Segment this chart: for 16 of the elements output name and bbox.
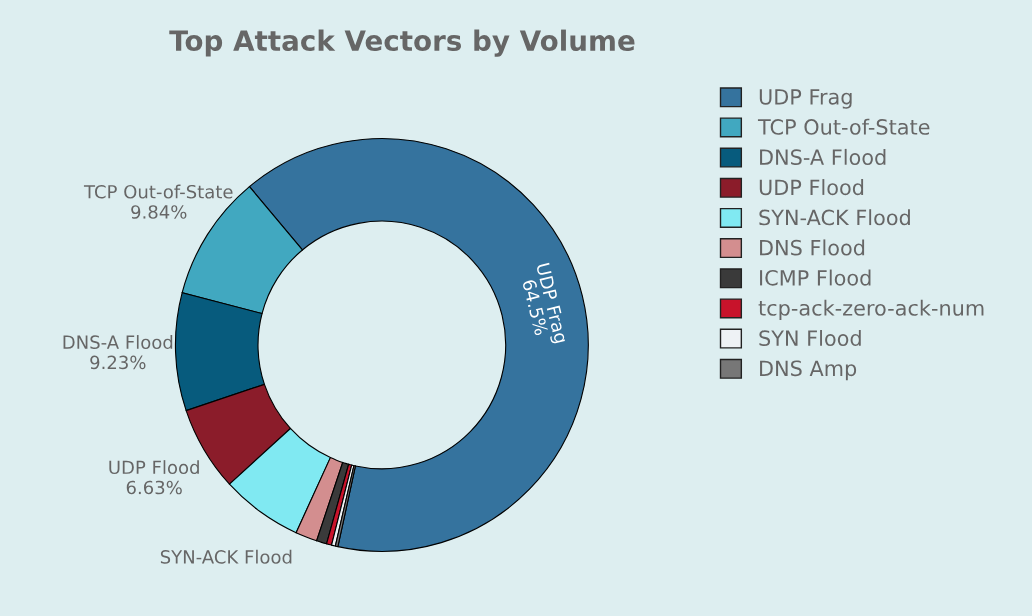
legend-label: DNS Flood [760,239,865,256]
legend-label: UDP Frag [759,89,852,109]
data-label: UDP Flood 6.63% [109,460,199,495]
data-label: TCP Out-of-State 9.84% [83,184,233,219]
legend-label: ICMP Flood [760,269,871,286]
legend-label: SYN-ACK Flood [759,209,910,226]
legend-label: tcp-ack-zero-ack-num [758,299,984,320]
data-label: DNS-A Flood 9.23% [63,335,173,370]
legend-label: UDP Flood [759,179,864,196]
legend-label: SYN Flood [759,329,861,347]
data-label: UDP Frag 64.5% [522,262,569,345]
legend-label: TCP Out-of-State [757,118,930,135]
data-label: SYN-ACK Flood [160,549,292,564]
legend-label: DNS-A Flood [760,148,886,166]
legend-label: DNS Amp [760,360,857,381]
chart-title: Top Attack Vectors by Volume [169,29,635,57]
